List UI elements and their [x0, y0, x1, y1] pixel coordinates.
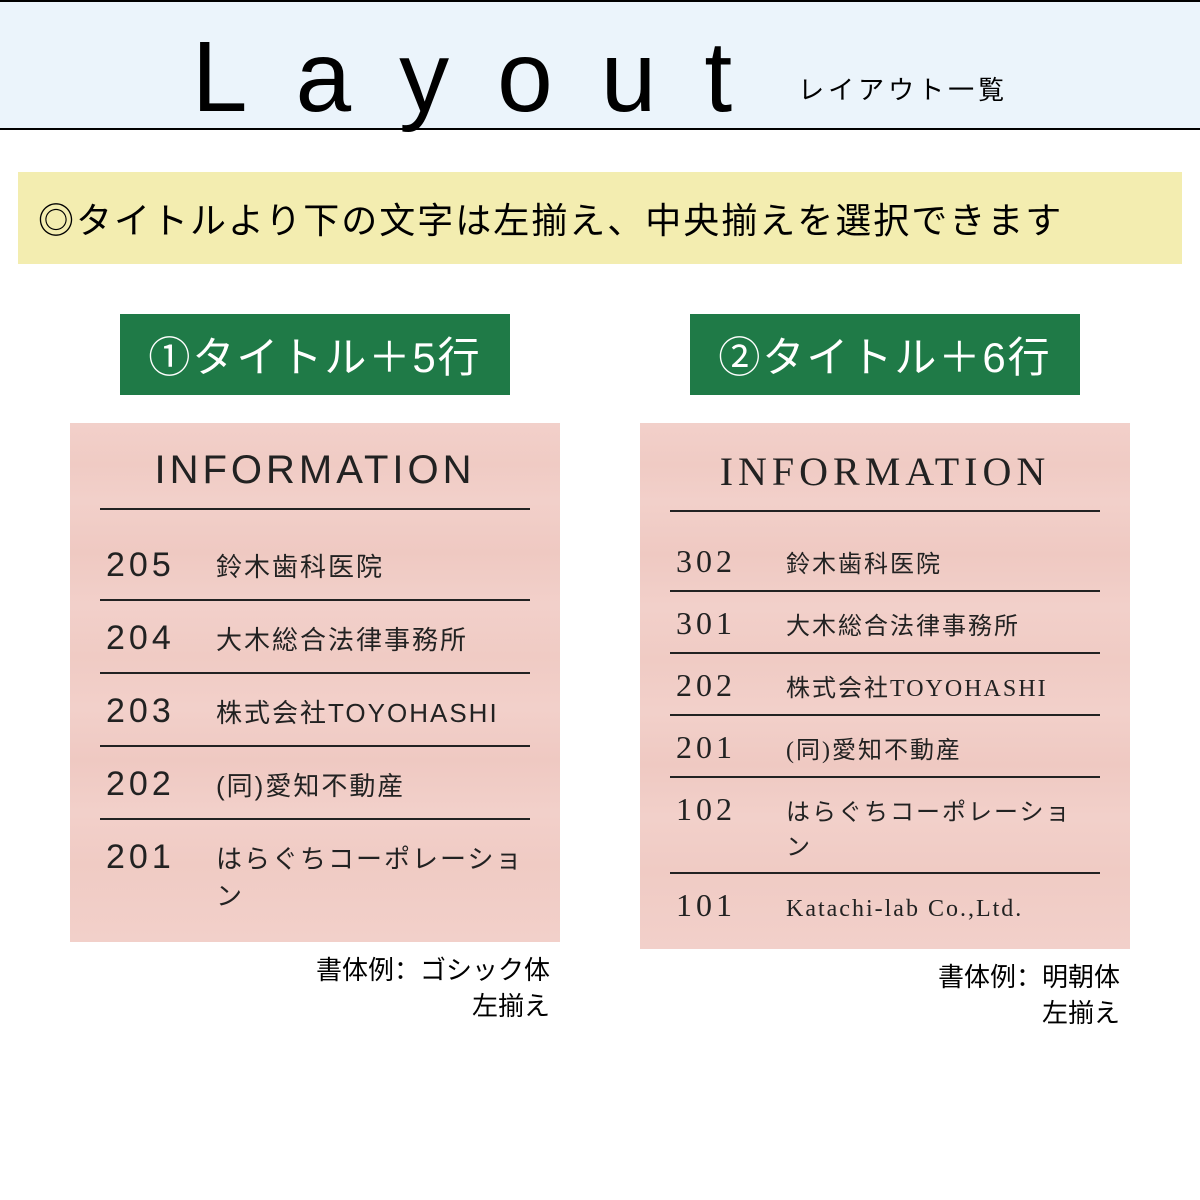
table-row: 201 はらぐちコーポレーション: [100, 820, 530, 927]
row-number: 102: [676, 791, 766, 828]
panel-2: ②タイトル＋6行 INFORMATION 302 鈴木歯科医院 301 大木総合…: [640, 314, 1130, 1032]
header-subtitle: レイアウト一覧: [798, 70, 1008, 107]
table-row: 205 鈴木歯科医院: [100, 528, 530, 601]
note-band: ◎タイトルより下の文字は左揃え、中央揃えを選択できます: [18, 172, 1182, 264]
table-row: 202 (同)愛知不動産: [100, 747, 530, 820]
row-name: 鈴木歯科医院: [786, 544, 942, 579]
panel-2-board-title: INFORMATION: [670, 448, 1100, 512]
row-name: (同)愛知不動産: [786, 730, 962, 765]
header-title: Layout: [192, 20, 780, 135]
panel-1-tag: ①タイトル＋5行: [120, 314, 509, 395]
row-name: 大木総合法律事務所: [216, 620, 468, 657]
row-number: 204: [106, 619, 196, 658]
panel-2-board: INFORMATION 302 鈴木歯科医院 301 大木総合法律事務所 202…: [640, 423, 1130, 949]
table-row: 201 (同)愛知不動産: [670, 716, 1100, 778]
row-name: (同)愛知不動産: [216, 766, 405, 803]
caption-line: 左揃え: [1042, 998, 1146, 1028]
row-number: 101: [676, 887, 766, 924]
row-number: 201: [676, 729, 766, 766]
caption-line: 書体例：明朝体: [938, 962, 1120, 992]
table-row: 203 株式会社TOYOHASHI: [100, 674, 530, 747]
row-number: 202: [676, 667, 766, 704]
row-name: 株式会社TOYOHASHI: [216, 693, 499, 730]
row-number: 203: [106, 692, 196, 731]
panels-container: ①タイトル＋5行 INFORMATION 205 鈴木歯科医院 204 大木総合…: [0, 264, 1200, 1032]
caption-line: 左揃え: [472, 991, 576, 1021]
row-number: 301: [676, 605, 766, 642]
table-row: 102 はらぐちコーポレーション: [670, 778, 1100, 874]
row-number: 202: [106, 765, 196, 804]
header-band: Layout レイアウト一覧: [0, 0, 1200, 130]
table-row: 101 Katachi-lab Co.,Ltd.: [670, 874, 1100, 934]
row-name: Katachi-lab Co.,Ltd.: [786, 896, 1023, 923]
row-number: 205: [106, 546, 196, 585]
row-name: はらぐちコーポレーション: [216, 839, 524, 913]
panel-2-tag: ②タイトル＋6行: [690, 314, 1079, 395]
row-name: 大木総合法律事務所: [786, 606, 1020, 641]
panel-1-board: INFORMATION 205 鈴木歯科医院 204 大木総合法律事務所 203…: [70, 423, 560, 942]
table-row: 204 大木総合法律事務所: [100, 601, 530, 674]
panel-1-caption: 書体例：ゴシック体 左揃え: [70, 952, 560, 1025]
row-number: 201: [106, 838, 196, 877]
table-row: 301 大木総合法律事務所: [670, 592, 1100, 654]
caption-line: 書体例：ゴシック体: [316, 955, 550, 985]
row-name: はらぐちコーポレーション: [786, 792, 1094, 862]
row-name: 株式会社TOYOHASHI: [786, 668, 1048, 703]
panel-2-caption: 書体例：明朝体 左揃え: [640, 959, 1130, 1032]
panel-1-board-title: INFORMATION: [100, 448, 530, 510]
table-row: 302 鈴木歯科医院: [670, 530, 1100, 592]
row-name: 鈴木歯科医院: [216, 547, 384, 584]
table-row: 202 株式会社TOYOHASHI: [670, 654, 1100, 716]
row-number: 302: [676, 543, 766, 580]
panel-1: ①タイトル＋5行 INFORMATION 205 鈴木歯科医院 204 大木総合…: [70, 314, 560, 1032]
